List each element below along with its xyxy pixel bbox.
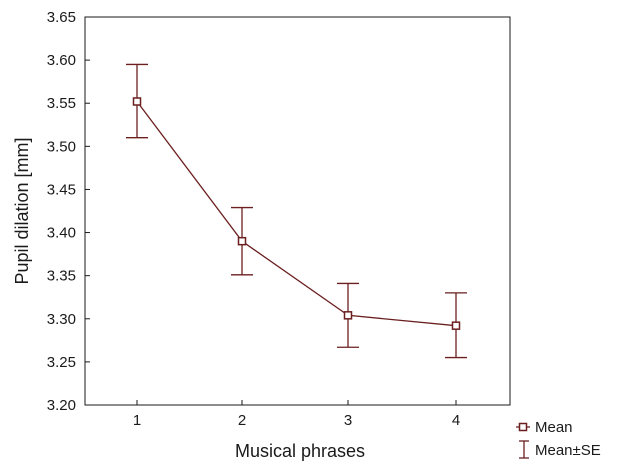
y-tick-label: 3.45	[47, 181, 76, 198]
y-tick-label: 3.40	[47, 225, 76, 242]
x-tick-label: 3	[344, 412, 352, 429]
mean-series-line	[136, 101, 457, 327]
legend-mean-marker-icon	[518, 422, 528, 432]
x-axis: 1 2 3 4	[133, 400, 460, 429]
legend-mean-label: Mean	[535, 419, 573, 436]
plot-frame	[84, 16, 511, 406]
y-tick-label: 3.35	[47, 268, 76, 285]
y-tick-label: 3.60	[47, 52, 76, 69]
x-tick-label: 1	[133, 412, 141, 429]
x-tick-label: 4	[452, 412, 460, 429]
mean-point	[132, 97, 142, 106]
mean-markers	[132, 97, 461, 330]
y-axis-title: Pupil dilation [mm]	[12, 137, 32, 284]
y-tick-label: 3.20	[47, 397, 76, 414]
mean-point	[237, 236, 247, 246]
legend-error-bar-label: Mean±SE	[535, 442, 601, 459]
legend: Mean Mean±SE	[516, 419, 601, 459]
y-tick-label: 3.30	[47, 311, 76, 328]
y-tick-label: 3.55	[47, 95, 76, 112]
x-axis-title: Musical phrases	[235, 441, 365, 461]
y-tick-label: 3.25	[47, 354, 76, 371]
legend-error-bar-icon	[519, 440, 529, 459]
y-tick-label: 3.50	[47, 138, 76, 155]
error-bars	[126, 63, 467, 359]
y-axis: 3.20 3.25 3.30 3.35 3.40 3.45 3.50 3.55 3.60 3.65	[47, 9, 90, 414]
x-tick-label: 2	[238, 412, 246, 429]
y-tick-label: 3.65	[47, 9, 76, 26]
mean-point	[343, 311, 353, 320]
mean-point	[451, 321, 461, 330]
